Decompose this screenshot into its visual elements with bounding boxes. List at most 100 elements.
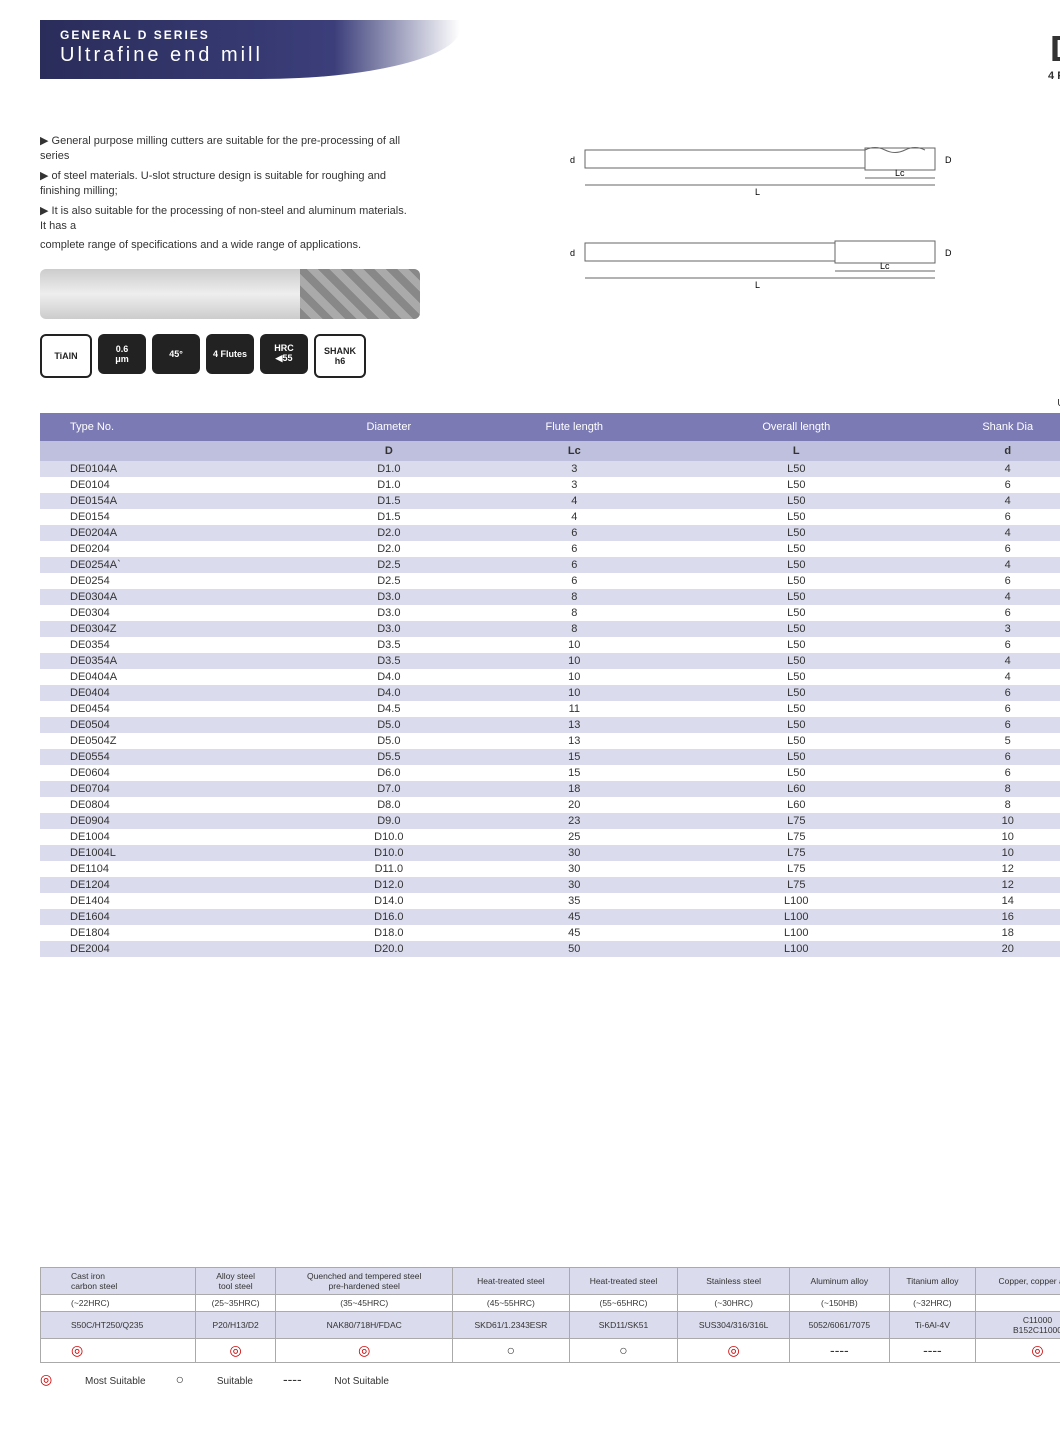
table-cell: D1.0 <box>306 461 471 477</box>
series-label: GENERAL D SERIES <box>60 28 460 42</box>
col-subheader: L <box>677 441 915 461</box>
page-title: Ultrafine end mill <box>60 44 460 67</box>
table-row: DE1804D18.045L10018 <box>40 925 1060 941</box>
table-cell: DE0904 <box>40 813 306 829</box>
table-cell: 4 <box>915 589 1060 605</box>
table-cell: D5.5 <box>306 749 471 765</box>
material-cell: ◎ <box>276 1338 453 1362</box>
fig1: dD L Lc Fig1 <box>430 130 1060 203</box>
legend-item: ---- Not Suitable <box>283 1376 389 1387</box>
table-cell: 16 <box>915 909 1060 925</box>
header: GENERAL D SERIES Ultrafine end mill DE 4… <box>40 20 1060 110</box>
table-row: DE0254A`D2.56L504 <box>40 557 1060 573</box>
material-cell: Ti-6Al-4V <box>889 1311 975 1338</box>
table-cell: D1.5 <box>306 509 471 525</box>
material-cell: SKD61/1.2343ESR <box>453 1311 569 1338</box>
svg-text:d: d <box>570 155 575 165</box>
table-cell: L60 <box>677 797 915 813</box>
table-cell: D1.5 <box>306 493 471 509</box>
table-cell: DE0104 <box>40 477 306 493</box>
table-cell: L75 <box>677 877 915 893</box>
table-cell: L100 <box>677 909 915 925</box>
material-cell: SUS304/316/316L <box>678 1311 790 1338</box>
table-cell: 6 <box>915 765 1060 781</box>
table-cell: 6 <box>915 605 1060 621</box>
table-row: DE0504D5.013L506 <box>40 717 1060 733</box>
material-cell: ○ <box>453 1338 569 1362</box>
table-row: DE0604D6.015L506 <box>40 765 1060 781</box>
table-cell: D14.0 <box>306 893 471 909</box>
table-cell: 6 <box>471 525 677 541</box>
table-cell: DE0804 <box>40 797 306 813</box>
table-cell: D3.5 <box>306 637 471 653</box>
legend: ◎ Most Suitable○ Suitable---- Not Suitab… <box>40 1371 1060 1388</box>
material-cell: (~30HRC) <box>678 1294 790 1311</box>
material-cell: (~22HRC) <box>41 1294 196 1311</box>
figure-diagrams: dD L Lc Fig1 dD L Lc Fig2 <box>430 130 1060 378</box>
col-header: Overall length <box>677 413 915 441</box>
table-row: DE0504ZD5.013L505 <box>40 733 1060 749</box>
table-row: DE0404D4.010L506 <box>40 685 1060 701</box>
legend-item: ○ Suitable <box>176 1376 253 1387</box>
table-cell: D10.0 <box>306 829 471 845</box>
col-header: Flute length <box>471 413 677 441</box>
table-cell: D18.0 <box>306 925 471 941</box>
table-cell: L50 <box>677 685 915 701</box>
col-subheader: D <box>306 441 471 461</box>
table-row: DE1004D10.025L7510 <box>40 829 1060 845</box>
table-cell: 18 <box>471 781 677 797</box>
table-cell: L100 <box>677 925 915 941</box>
table-cell: 12 <box>915 861 1060 877</box>
table-cell: L50 <box>677 621 915 637</box>
table-cell: 3 <box>471 477 677 493</box>
table-row: DE1404D14.035L10014 <box>40 893 1060 909</box>
material-cell: ◎ <box>678 1338 790 1362</box>
col-subheader: Lc <box>471 441 677 461</box>
table-cell: 6 <box>915 509 1060 525</box>
table-cell: D11.0 <box>306 861 471 877</box>
material-cell: ◎ <box>976 1338 1060 1362</box>
table-cell: 6 <box>471 573 677 589</box>
table-row: DE1004LD10.030L7510 <box>40 845 1060 861</box>
table-row: DE0304D3.08L506 <box>40 605 1060 621</box>
material-cell: ○ <box>569 1338 678 1362</box>
material-cell: (25~35HRC) <box>196 1294 276 1311</box>
table-cell: DE0104A <box>40 461 306 477</box>
spec-badge: 45° <box>152 334 200 374</box>
material-cell: Heat-treated steel <box>453 1267 569 1294</box>
col-header: Type No. <box>40 413 306 441</box>
material-cell: ---- <box>889 1338 975 1362</box>
table-row: DE0154AD1.54L504 <box>40 493 1060 509</box>
table-cell: D5.0 <box>306 733 471 749</box>
table-cell: DE0454 <box>40 701 306 717</box>
table-cell: L75 <box>677 845 915 861</box>
svg-text:Lc: Lc <box>895 168 905 178</box>
table-row: DE0104D1.03L506 <box>40 477 1060 493</box>
svg-text:L: L <box>755 280 760 290</box>
table-cell: D9.0 <box>306 813 471 829</box>
table-cell: D12.0 <box>306 877 471 893</box>
table-cell: D2.5 <box>306 573 471 589</box>
table-cell: L100 <box>677 893 915 909</box>
table-cell: 20 <box>471 797 677 813</box>
table-cell: 45 <box>471 925 677 941</box>
desc-line: complete range of specifications and a w… <box>40 238 410 253</box>
table-cell: 6 <box>471 557 677 573</box>
col-header: Shank Dia <box>915 413 1060 441</box>
material-cell <box>976 1294 1060 1311</box>
table-cell: D4.0 <box>306 685 471 701</box>
table-cell: DE0354 <box>40 637 306 653</box>
table-cell: DE0604 <box>40 765 306 781</box>
svg-text:L: L <box>755 187 760 197</box>
table-cell: DE0404A <box>40 669 306 685</box>
spec-badge: TiAlN <box>40 334 92 378</box>
table-cell: 6 <box>915 717 1060 733</box>
table-cell: D2.0 <box>306 541 471 557</box>
table-cell: L50 <box>677 605 915 621</box>
table-row: DE0404AD4.010L504 <box>40 669 1060 685</box>
table-blank-area <box>40 957 1060 1237</box>
material-cell: ◎ <box>196 1338 276 1362</box>
table-row: DE1104D11.030L7512 <box>40 861 1060 877</box>
material-cell: (55~65HRC) <box>569 1294 678 1311</box>
table-cell: L50 <box>677 637 915 653</box>
